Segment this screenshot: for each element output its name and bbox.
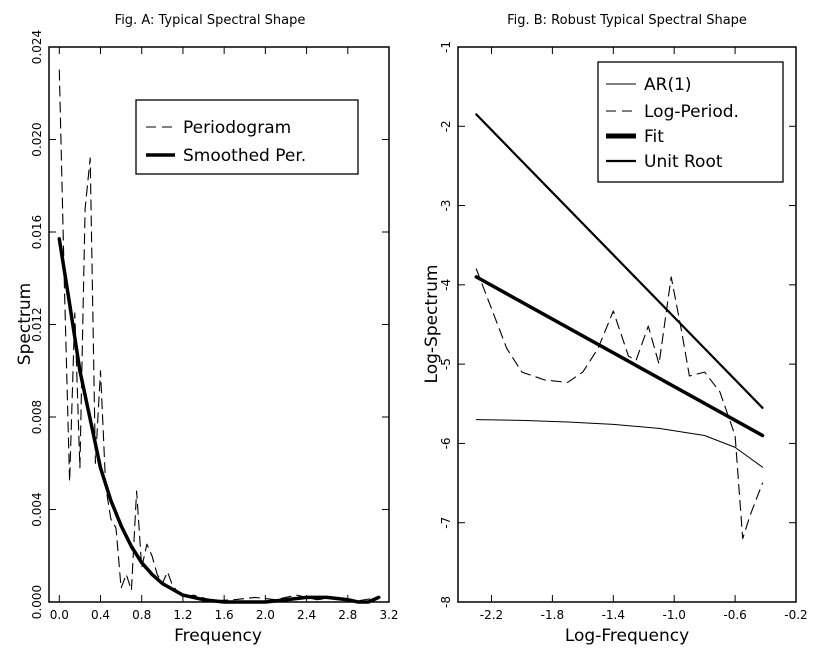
a-xtick-label: 1.6 [215,608,234,622]
b-ytick-label: -1 [439,41,453,53]
panel-b-frame [457,46,797,603]
b-xtick-label: -1.8 [541,608,564,622]
a-xtick-label: 3.2 [379,608,398,622]
b-xtick-label: -0.2 [784,608,807,622]
legend-label-periodogram: Periodogram [183,118,291,138]
b-series-unit-root [475,113,764,409]
panel-a-y-label: Spectrum [15,283,35,365]
legend-label-smoothed: Smoothed Per. [183,146,306,166]
a-ytick-label: 0.024 [30,30,44,64]
panel-a-title: Fig. A: Typical Spectral Shape [115,13,306,28]
a-ytick-label: 0.000 [30,585,44,619]
panel-a-series [57,69,381,604]
panel-b-series [474,113,765,540]
a-ytick-label: 0.008 [30,400,44,434]
b-xtick-label: -0.6 [723,608,746,622]
b-ytick-label: -6 [439,437,453,449]
a-xtick-label: 2.4 [297,608,316,622]
a-ytick-label: 0.004 [30,492,44,526]
panel-a-legend-box [135,99,359,175]
b-ytick-label: -4 [439,279,453,291]
b-ytick-label: -3 [439,200,453,212]
panel-a-x-label: Frequency [174,626,262,646]
a-xtick-label: 1.2 [173,608,192,622]
a-series-smoothed-per [57,237,381,604]
a-xtick-label: 0.4 [91,608,110,622]
panel-b-x-label: Log-Frequency [565,626,689,646]
legend-label-fit: Fit [644,127,664,147]
b-xtick-label: -2.2 [480,608,503,622]
a-ytick-label: 0.020 [30,122,44,156]
panel-a-y-axis: 0.000 0.004 0.008 0.012 0.016 0.020 0.024 [30,30,389,619]
b-series-ar-1 [475,419,763,468]
panel-b-legend: AR(1) Log-Period. Fit Unit Root [597,61,784,183]
b-xtick-label: -1.4 [602,608,625,622]
a-xtick-label: 2.0 [256,608,275,622]
legend-label-log-period: Log-Period. [644,102,739,122]
b-series-fit [474,275,765,438]
b-ytick-label: -8 [439,596,453,608]
panel-b-x-axis: -2.2 -1.8 -1.4 -1.0 -0.6 -0.2 [480,47,808,622]
panel-b-y-axis: -8 -7 -6 -5 -4 -3 -2 -1 [439,41,796,608]
a-series-periodogram [58,69,380,602]
b-ytick-label: -5 [439,358,453,370]
a-xtick-label: 0.0 [50,608,69,622]
panel-a-x-axis: 0.0 0.4 0.8 1.2 1.6 2.0 2.4 2.8 3.2 [50,47,399,622]
a-xtick-label: 0.8 [132,608,151,622]
panel-b-title: Fig. B: Robust Typical Spectral Shape [507,13,747,28]
b-ytick-label: -7 [439,517,453,529]
panel-a-legend: Periodogram Smoothed Per. [135,99,359,175]
b-ytick-label: -2 [439,120,453,132]
b-xtick-label: -1.0 [662,608,685,622]
a-ytick-label: 0.016 [30,215,44,249]
legend-label-unit-root: Unit Root [644,152,723,172]
a-ytick-label: 0.012 [30,307,44,341]
a-xtick-label: 2.8 [338,608,357,622]
b-series-log-period [475,268,764,540]
panel-b-y-label: Log-Spectrum [422,265,442,384]
legend-label-ar1: AR(1) [644,75,692,95]
